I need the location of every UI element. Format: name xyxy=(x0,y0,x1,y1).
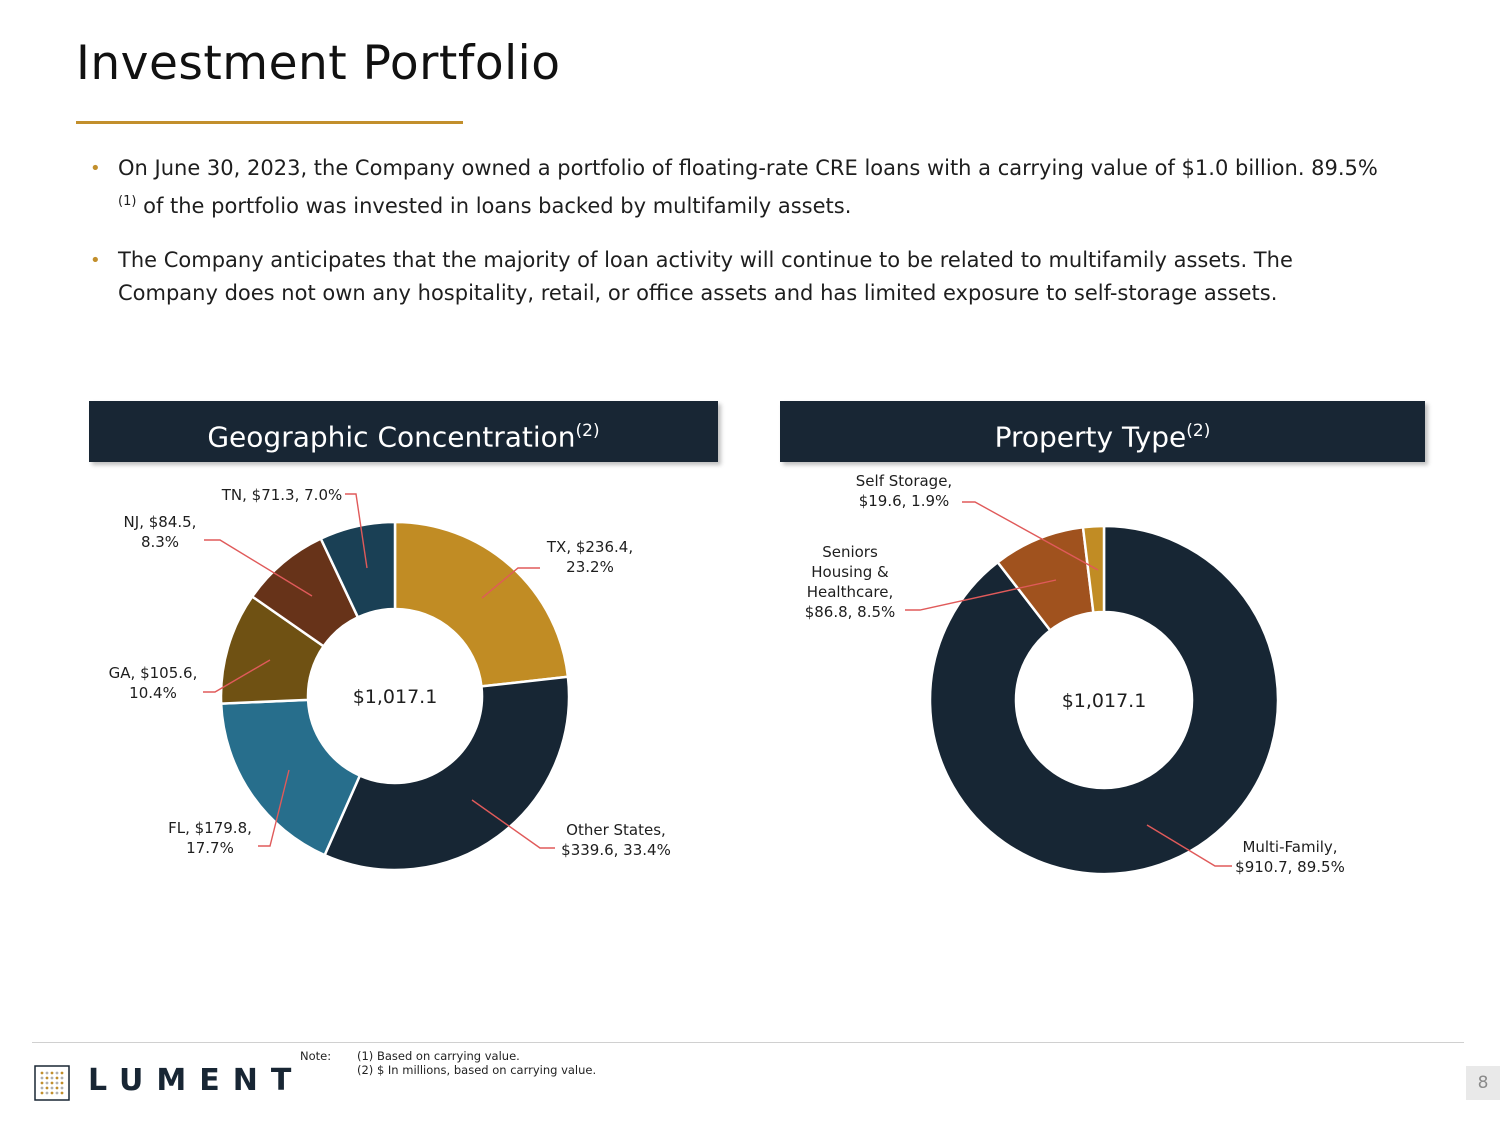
data-label-tn: TN, $71.3, 7.0% xyxy=(221,486,343,504)
footnote-ref: (1) xyxy=(118,194,137,209)
leader-line-ga xyxy=(203,659,271,693)
slice-fl xyxy=(219,698,362,857)
slice-self-storage xyxy=(1081,524,1106,615)
logo-dot xyxy=(60,1081,64,1085)
slice-tn xyxy=(319,520,397,619)
logo-dot xyxy=(55,1091,59,1095)
prop-header-footnote: (2) xyxy=(1186,421,1211,441)
logo-dot xyxy=(55,1071,59,1075)
leader-line-multi-family xyxy=(1146,824,1232,867)
logo-dot xyxy=(40,1086,44,1090)
page-number: 8 xyxy=(1466,1066,1500,1100)
data-label-tx: TX, $236.4, 23.2% xyxy=(546,538,633,576)
logo-dot xyxy=(45,1086,49,1090)
footnote-1: (1) Based on carrying value. xyxy=(357,1049,520,1063)
logo-dot xyxy=(40,1071,44,1075)
bullet-text-cont: of the portfolio was invested in loans b… xyxy=(136,194,852,218)
property-type-donut-chart: Multi-Family, $910.7, 89.5% Seniors Housing… xyxy=(805,472,1345,876)
logo-wordmark: LUMENT xyxy=(88,1063,305,1098)
logo-dot xyxy=(60,1071,64,1075)
bullet-item: • On June 30, 2023, the Company owned a … xyxy=(90,152,1380,223)
logo-dot xyxy=(55,1086,59,1090)
geo-header-label: Geographic Concentration xyxy=(207,420,576,454)
leader-line-fl xyxy=(258,769,290,847)
slice-other-states xyxy=(322,675,571,872)
logo-dot xyxy=(45,1081,49,1085)
slice-multi-family xyxy=(928,524,1280,876)
center-total-label: $1,017.1 xyxy=(353,686,438,708)
geo-header-footnote: (2) xyxy=(575,421,600,441)
data-label-nj: NJ, $84.5, 8.3% xyxy=(124,513,197,551)
bullet-text: The Company anticipates that the majorit… xyxy=(118,248,1293,305)
center-total-label: $1,017.1 xyxy=(1062,690,1147,712)
bullet-dot-icon: • xyxy=(90,158,101,179)
logo-dot xyxy=(50,1071,54,1075)
logo-dot xyxy=(50,1076,54,1080)
leader-line-self-storage xyxy=(962,501,1099,571)
logo-dot xyxy=(50,1081,54,1085)
leader-line-tx xyxy=(481,567,540,599)
footnote-2: (2) $ In millions, based on carrying val… xyxy=(357,1063,597,1077)
logo-dot xyxy=(60,1086,64,1090)
data-label-other-states: Other States, $339.6, 33.4% xyxy=(561,821,671,859)
leader-line-seniors-housing-healthcare xyxy=(905,579,1057,611)
note-label: Note: xyxy=(300,1049,332,1063)
data-label-seniors-housing-healthcare: Seniors Housing & Healthcare, $86.8, 8.5% xyxy=(805,543,896,621)
geographic-concentration-header: Geographic Concentration(2) xyxy=(89,401,718,462)
bullet-text: On June 30, 2023, the Company owned a po… xyxy=(118,156,1378,180)
prop-header-label: Property Type xyxy=(994,420,1187,454)
property-type-header: Property Type(2) xyxy=(780,401,1425,462)
page-title: Investment Portfolio xyxy=(76,36,561,91)
logo-dot xyxy=(45,1091,49,1095)
leader-line-tn xyxy=(345,493,368,569)
data-label-fl: FL, $179.8, 17.7% xyxy=(168,819,252,857)
logo-dot xyxy=(60,1076,64,1080)
logo-dot xyxy=(45,1076,49,1080)
lument-logo-icon xyxy=(34,1065,70,1101)
logo-dot xyxy=(40,1076,44,1080)
leader-line-nj xyxy=(204,539,313,597)
title-underline xyxy=(76,121,463,124)
data-label-self-storage: Self Storage, $19.6, 1.9% xyxy=(856,472,952,510)
geographic-donut-chart: TX, $236.4, 23.2% Other States, $339.6, 33.… xyxy=(109,486,671,872)
data-label-ga: GA, $105.6, 10.4% xyxy=(109,664,198,702)
slice-tx xyxy=(393,520,570,688)
logo-dot xyxy=(40,1081,44,1085)
bullet-dot-icon: • xyxy=(90,250,101,271)
data-label-multi-family: Multi-Family, $910.7, 89.5% xyxy=(1235,838,1345,876)
logo-dot xyxy=(55,1081,59,1085)
logo-dot xyxy=(55,1076,59,1080)
logo-dot xyxy=(50,1086,54,1090)
logo-dot xyxy=(45,1071,49,1075)
logo-dot xyxy=(60,1091,64,1095)
footer-divider xyxy=(32,1042,1464,1043)
logo-dot xyxy=(50,1091,54,1095)
bullet-item: • The Company anticipates that the major… xyxy=(90,244,1380,310)
footnotes: (1) Based on carrying value. (2) $ In mi… xyxy=(357,1049,596,1077)
bullet-list: • On June 30, 2023, the Company owned a … xyxy=(90,152,1380,331)
leader-line-other-states xyxy=(471,799,555,849)
logo-dot xyxy=(40,1091,44,1095)
